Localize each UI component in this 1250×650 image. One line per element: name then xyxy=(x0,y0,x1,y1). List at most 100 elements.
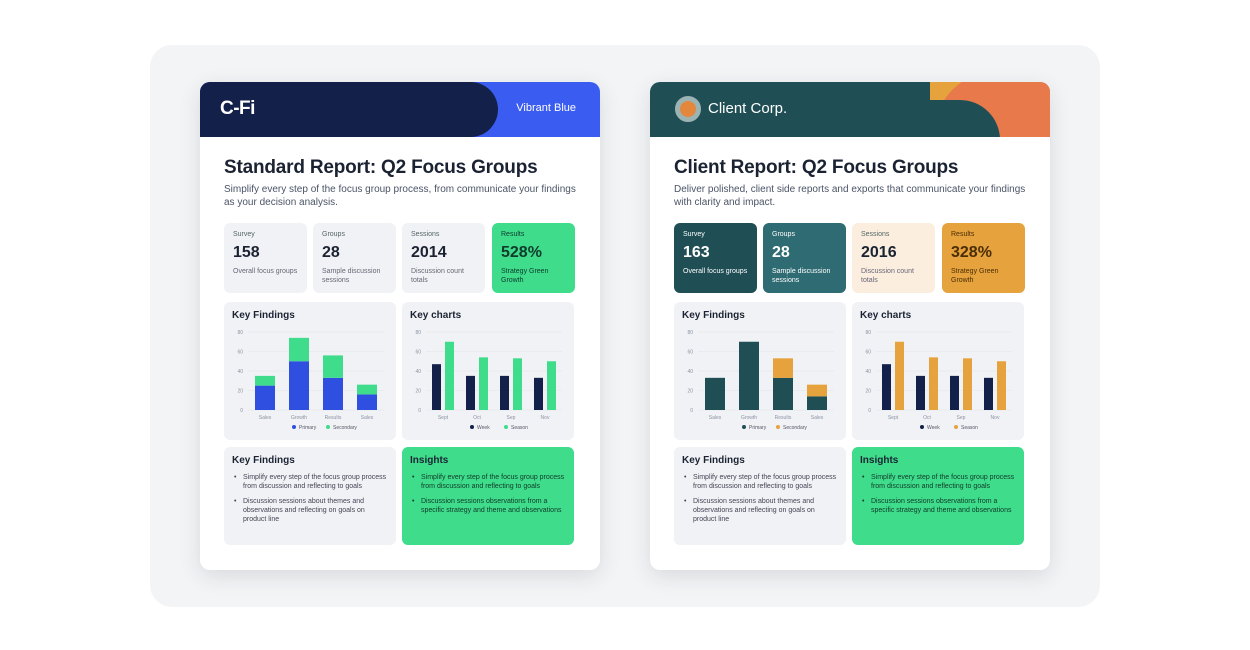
legend-label: Secondary xyxy=(333,425,357,431)
legend-swatch xyxy=(470,425,474,429)
bar-secondary xyxy=(323,355,343,378)
x-tick-label: Nov xyxy=(991,415,1000,421)
report-header: Client Corp. xyxy=(650,82,1050,137)
kpi-caption: Strategy Green Growth xyxy=(501,268,549,284)
y-tick-label: 60 xyxy=(415,350,421,356)
kpi-caption: Overall focus groups xyxy=(683,268,748,275)
key-findings-list-panel: Key Findings Simplify every step of the … xyxy=(674,447,846,545)
list-item: Simplify every step of the focus group p… xyxy=(684,473,839,491)
panel-title: Insights xyxy=(410,455,449,466)
client-logo-icon xyxy=(675,96,701,122)
y-tick-label: 60 xyxy=(237,350,243,356)
x-tick-label: Oct xyxy=(473,415,481,421)
kpi-card: Sessions 2014 Discussion count totals xyxy=(402,223,485,293)
insights-list: Simplify every step of the focus group p… xyxy=(412,473,567,521)
kpi-value: 28 xyxy=(322,244,340,261)
panel-title: Key charts xyxy=(860,310,912,321)
legend-label: Primary xyxy=(749,425,767,431)
y-tick-label: 80 xyxy=(237,330,243,336)
kpi-caption: Overall focus groups xyxy=(233,268,298,275)
bar-season xyxy=(895,341,904,410)
bar-season xyxy=(513,358,522,410)
list-item: Discussion sessions observations from a … xyxy=(862,497,1017,515)
kpi-card-highlight: Results 328% Strategy Green Growth xyxy=(942,223,1025,293)
key-findings-chart: 0 20 40 60 80 Sales Growth Results Sales Primary S… xyxy=(687,330,834,431)
bar-primary xyxy=(289,361,309,410)
kpi-label: Survey xyxy=(233,231,255,238)
standard-report-card[interactable]: C-Fi Vibrant Blue Standard Report: Q2 Fo… xyxy=(200,82,600,570)
client-report-card[interactable]: Client Corp. Client Report: Q2 Focus Gro… xyxy=(650,82,1050,570)
report-title: Client Report: Q2 Focus Groups xyxy=(674,157,959,178)
kpi-card-highlight: Results 528% Strategy Green Growth xyxy=(492,223,575,293)
legend-swatch xyxy=(326,425,330,429)
y-tick-label: 80 xyxy=(687,330,693,336)
y-tick-label: 20 xyxy=(687,389,693,395)
bar-primary xyxy=(255,385,275,410)
kpi-caption: Sample discussion sessions xyxy=(772,268,831,284)
kpi-value: 2016 xyxy=(861,244,897,261)
y-tick-label: 0 xyxy=(418,408,421,414)
kpi-label: Groups xyxy=(322,231,345,238)
y-tick-label: 40 xyxy=(865,369,871,375)
y-tick-label: 20 xyxy=(237,389,243,395)
legend-swatch xyxy=(504,425,508,429)
bar-week xyxy=(500,375,509,410)
y-tick-label: 60 xyxy=(865,350,871,356)
y-tick-label: 0 xyxy=(690,408,693,414)
key-findings-chart-panel: Key Findings 0 20 40 60 80 Sales Growth Results… xyxy=(224,302,396,440)
kpi-card: Survey 163 Overall focus groups xyxy=(674,223,757,293)
legend-swatch xyxy=(776,425,780,429)
x-tick-label: Sales xyxy=(709,415,722,421)
list-item: Simplify every step of the focus group p… xyxy=(234,473,389,491)
legend-label: Week xyxy=(927,425,940,431)
brand-logo: C-Fi xyxy=(220,98,255,119)
x-tick-label: Oct xyxy=(923,415,931,421)
report-subtitle: Deliver polished, client side reports an… xyxy=(674,184,1026,208)
bar-primary xyxy=(739,341,759,410)
x-tick-label: Sep xyxy=(507,415,516,421)
key-charts-panel: Key charts 0 20 40 60 80 Sept Oct Sep Nov Week Sea… xyxy=(852,302,1024,440)
client-logo-text: Client Corp. xyxy=(708,100,788,117)
list-item: Simplify every step of the focus group p… xyxy=(862,473,1017,491)
bar-primary xyxy=(807,396,827,410)
x-tick-label: Sales xyxy=(361,415,374,421)
bar-secondary xyxy=(357,384,377,395)
bar-week xyxy=(534,377,543,410)
kpi-card: Sessions 2016 Discussion count totals xyxy=(852,223,935,293)
x-tick-label: Growth xyxy=(291,415,307,421)
panel-title: Key charts xyxy=(410,310,462,321)
kpi-value: 158 xyxy=(233,244,260,261)
kpi-label: Sessions xyxy=(861,231,890,238)
x-tick-label: Sept xyxy=(888,415,899,421)
legend-swatch xyxy=(954,425,958,429)
legend-label: Season xyxy=(961,425,978,431)
kpi-label: Groups xyxy=(772,231,795,238)
x-tick-label: Growth xyxy=(741,415,757,421)
bar-primary xyxy=(773,377,793,410)
x-tick-label: Nov xyxy=(541,415,550,421)
key-charts-panel: Key charts 0 20 40 60 80 Sept Oct Sep Nov Week Sea… xyxy=(402,302,574,440)
key-findings-chart-panel: Key Findings 0 20 40 60 80 Sales Growth Results… xyxy=(674,302,846,440)
kpi-caption: Discussion count totals xyxy=(411,268,464,284)
legend-swatch xyxy=(920,425,924,429)
bar-primary xyxy=(323,377,343,410)
list-item: Discussion sessions observations from a … xyxy=(412,497,567,515)
y-tick-label: 40 xyxy=(415,369,421,375)
findings-list: Simplify every step of the focus group p… xyxy=(684,473,839,530)
panel-title: Insights xyxy=(860,455,899,466)
bar-week xyxy=(882,364,891,410)
kpi-value: 328% xyxy=(951,244,992,261)
panel-title: Key Findings xyxy=(232,455,295,466)
legend-label: Season xyxy=(511,425,528,431)
bar-season xyxy=(479,357,488,410)
bar-season xyxy=(929,357,938,410)
x-tick-label: Sept xyxy=(438,415,449,421)
bar-season xyxy=(963,358,972,410)
x-tick-label: Results xyxy=(775,415,792,421)
bar-week xyxy=(984,377,993,410)
panel-title: Key Findings xyxy=(232,310,295,321)
key-findings-list-panel: Key Findings Simplify every step of the … xyxy=(224,447,396,545)
bar-season xyxy=(547,361,556,410)
insights-list: Simplify every step of the focus group p… xyxy=(862,473,1017,521)
key-findings-chart: 0 20 40 60 80 Sales Growth Results Sales Primary S… xyxy=(237,330,384,431)
